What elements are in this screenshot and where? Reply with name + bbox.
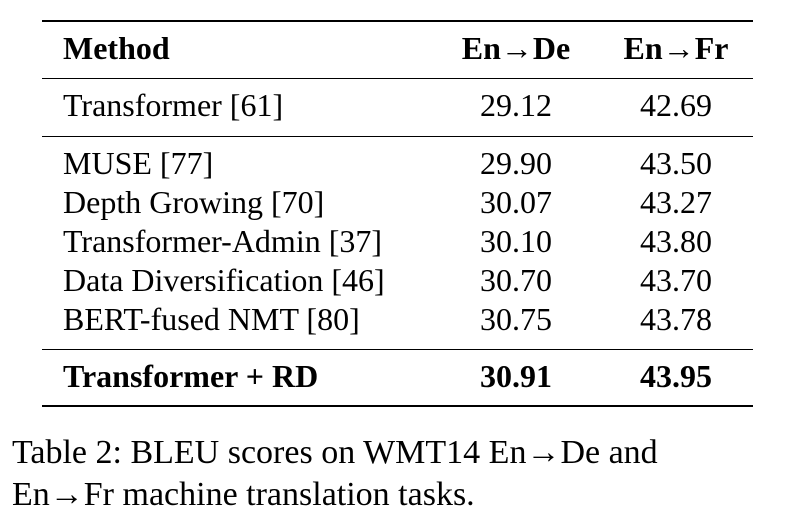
top-rule xyxy=(42,20,753,22)
caption-line: Table 2: BLEU scores on WMT14 En→De and xyxy=(12,434,658,471)
row-en-fr-value: 43.95 xyxy=(640,358,712,394)
header-method: Method xyxy=(63,30,170,66)
row-en-fr-value: 42.69 xyxy=(640,87,712,123)
row-en-de-value: 29.12 xyxy=(480,87,552,123)
row-en-de-value: 29.90 xyxy=(480,145,552,181)
row-en-de-value: 30.75 xyxy=(480,301,552,337)
comparisons-rule xyxy=(42,349,753,350)
header-rule xyxy=(42,78,753,79)
row-method: MUSE [77] xyxy=(63,145,214,181)
baseline-rule xyxy=(42,136,753,137)
caption-line: En→Fr machine translation tasks. xyxy=(12,476,475,513)
row-method: Transformer + RD xyxy=(63,358,319,394)
row-method: Transformer-Admin [37] xyxy=(63,223,383,259)
row-en-de-value: 30.70 xyxy=(480,262,552,298)
row-method: Data Diversification [46] xyxy=(63,262,385,298)
row-en-de-value: 30.10 xyxy=(480,223,552,259)
row-en-fr-value: 43.70 xyxy=(640,262,712,298)
row-en-fr-value: 43.50 xyxy=(640,145,712,181)
row-method: Depth Growing [70] xyxy=(63,184,325,220)
row-en-de-value: 30.07 xyxy=(480,184,552,220)
bottom-rule xyxy=(42,405,753,407)
header-en-fr-label: En→Fr xyxy=(623,30,729,66)
row-en-fr-value: 43.78 xyxy=(640,301,712,337)
row-method: Transformer [61] xyxy=(63,87,284,123)
row-en-fr-value: 43.27 xyxy=(640,184,712,220)
row-en-fr-value: 43.80 xyxy=(640,223,712,259)
header-en-de-label: En→De xyxy=(461,30,571,66)
table-caption: Table 2: BLEU scores on WMT14 En→De and … xyxy=(12,432,782,516)
row-en-de-value: 30.91 xyxy=(480,358,552,394)
row-method: BERT-fused NMT [80] xyxy=(63,301,360,337)
